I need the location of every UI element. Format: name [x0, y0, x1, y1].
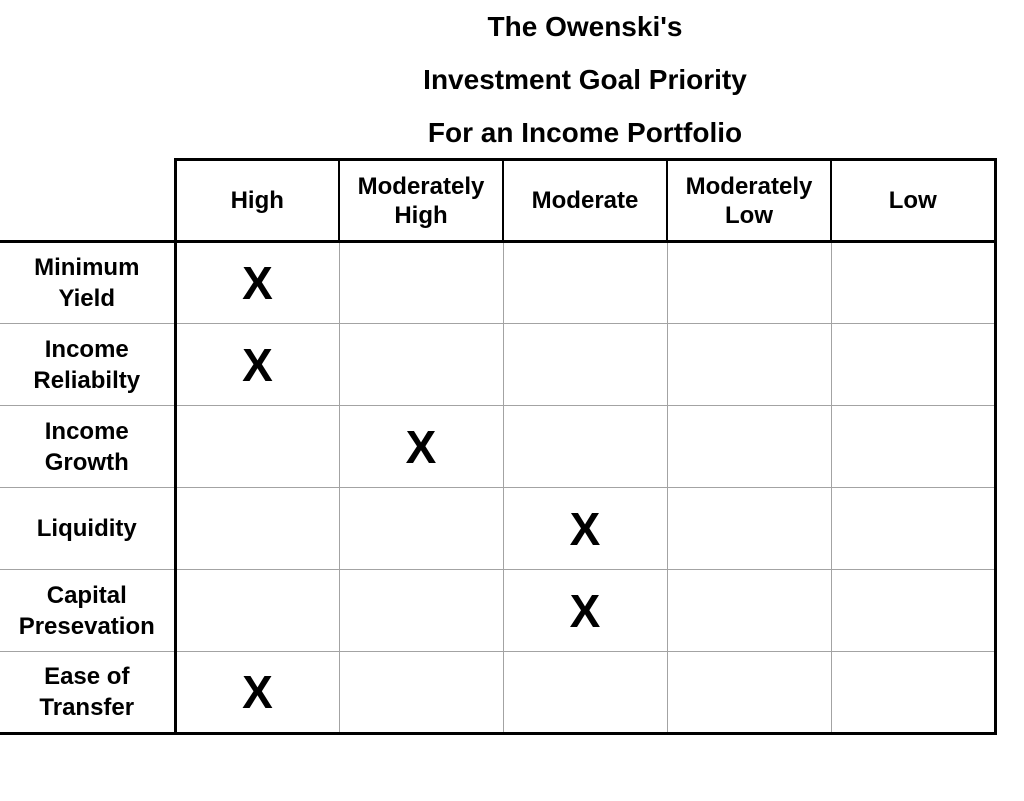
corner-cell	[0, 159, 177, 243]
table-row-capital-presevation: Capital Presevation X	[0, 569, 997, 652]
matrix-cell	[666, 241, 832, 324]
matrix-cell	[830, 241, 997, 324]
matrix-cell	[666, 651, 832, 735]
row-label: Minimum Yield	[0, 241, 177, 324]
column-header-moderately-high: Moderately High	[338, 158, 504, 243]
column-header-moderate: Moderate	[502, 158, 668, 243]
column-header-moderately-low: Moderately Low	[666, 158, 832, 243]
matrix-cell	[338, 651, 504, 735]
matrix-cell	[174, 405, 340, 488]
matrix-cell	[502, 323, 668, 406]
row-label: Income Reliabilty	[0, 323, 177, 406]
matrix-cell	[502, 405, 668, 488]
table-row-ease-of-transfer: Ease of Transfer X	[0, 651, 997, 735]
matrix-cell	[830, 487, 997, 570]
title-line-3: For an Income Portfolio	[427, 117, 743, 148]
matrix-cell	[174, 487, 340, 570]
matrix-cell	[666, 569, 832, 652]
matrix-cell: X	[174, 241, 340, 324]
matrix-cell	[830, 323, 997, 406]
table-row-income-growth: Income Growth X	[0, 405, 997, 488]
matrix-cell	[338, 569, 504, 652]
matrix-cell	[830, 569, 997, 652]
matrix-cell	[502, 241, 668, 324]
page-title: The Owenski's Investment Goal Priority F…	[175, 0, 995, 159]
row-label: Capital Presevation	[0, 569, 177, 652]
row-label: Liquidity	[0, 487, 177, 570]
matrix-cell	[830, 405, 997, 488]
matrix-cell: X	[502, 569, 668, 652]
matrix-cell	[502, 651, 668, 735]
table-row-minimum-yield: Minimum Yield X	[0, 241, 997, 324]
header-row: High Moderately High Moderate Moderately…	[0, 158, 997, 243]
matrix-cell	[666, 405, 832, 488]
matrix-cell	[338, 487, 504, 570]
investment-priority-table: High Moderately High Moderate Moderately…	[0, 158, 997, 735]
row-label: Ease of Transfer	[0, 651, 177, 735]
matrix-cell: X	[502, 487, 668, 570]
matrix-cell	[174, 569, 340, 652]
column-header-low: Low	[830, 158, 997, 243]
matrix-cell	[666, 323, 832, 406]
matrix-cell	[666, 487, 832, 570]
matrix-cell	[830, 651, 997, 735]
title-line-1: The Owenski's	[487, 11, 683, 42]
column-header-high: High	[174, 158, 340, 243]
matrix-cell: X	[174, 323, 340, 406]
matrix-cell: X	[338, 405, 504, 488]
matrix-cell: X	[174, 651, 340, 735]
matrix-cell	[338, 323, 504, 406]
table-row-income-reliabilty: Income Reliabilty X	[0, 323, 997, 406]
row-label: Income Growth	[0, 405, 177, 488]
matrix-cell	[338, 241, 504, 324]
table-row-liquidity: Liquidity X	[0, 487, 997, 570]
title-line-2: Investment Goal Priority	[423, 64, 747, 95]
